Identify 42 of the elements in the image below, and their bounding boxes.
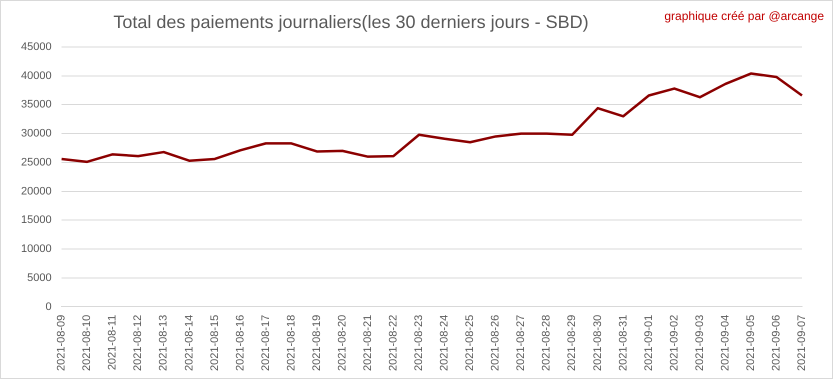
y-tick-label: 0 (45, 300, 52, 313)
x-tick-label: 2021-08-18 (285, 314, 298, 372)
x-tick-label: 2021-08-26 (490, 314, 502, 372)
x-tick-label: 2021-09-06 (770, 314, 782, 372)
y-tick-label: 45000 (20, 41, 52, 54)
x-tick-label: 2021-08-22 (388, 314, 400, 372)
y-tick-label: 5000 (27, 272, 52, 284)
y-tick-label: 10000 (20, 243, 52, 256)
x-tick-label: 2021-08-21 (362, 314, 374, 372)
y-tick-label: 40000 (20, 70, 52, 82)
x-tick-label: 2021-08-09 (56, 314, 68, 372)
x-tick-label: 2021-08-15 (208, 314, 221, 372)
y-tick-label: 20000 (20, 185, 52, 198)
chart-title: Total des paiements journaliers(les 30 derniers jours - SBD) (113, 12, 589, 32)
x-tick-label: 2021-09-03 (694, 314, 706, 372)
x-tick-label: 2021-08-12 (132, 314, 144, 372)
x-tick-label: 2021-08-31 (617, 314, 630, 372)
x-tick-label: 2021-08-17 (260, 314, 272, 372)
x-tick-label: 2021-08-13 (158, 314, 170, 372)
x-tick-label: 2021-08-27 (515, 314, 528, 372)
x-tick-label: 2021-08-16 (234, 314, 246, 372)
x-tick-label: 2021-08-14 (183, 314, 196, 372)
x-tick-label: 2021-08-11 (106, 314, 119, 370)
x-tick-label: 2021-09-05 (744, 314, 757, 372)
y-tick-label: 15000 (20, 214, 52, 226)
x-tick-label: 2021-08-28 (540, 314, 553, 372)
y-tick-label: 25000 (20, 156, 52, 168)
x-tick-label: 2021-08-10 (81, 314, 94, 372)
x-tick-label: 2021-09-07 (796, 314, 808, 372)
x-tick-label: 2021-09-04 (719, 314, 732, 372)
x-tick-label: 2021-08-23 (413, 314, 426, 372)
y-tick-label: 35000 (20, 98, 52, 111)
x-tick-label: 2021-09-02 (668, 314, 680, 372)
x-tick-label: 2021-08-24 (438, 314, 451, 372)
x-tick-label: 2021-09-01 (642, 314, 655, 372)
x-tick-label: 2021-08-25 (464, 314, 476, 372)
x-tick-label: 2021-08-30 (592, 314, 604, 372)
x-tick-label: 2021-08-20 (336, 314, 348, 372)
x-tick-label: 2021-08-29 (566, 314, 578, 372)
y-tick-label: 30000 (20, 128, 52, 140)
text: graphique créé par @arcange (664, 9, 824, 23)
x-tick-label: 2021-08-19 (310, 314, 323, 372)
